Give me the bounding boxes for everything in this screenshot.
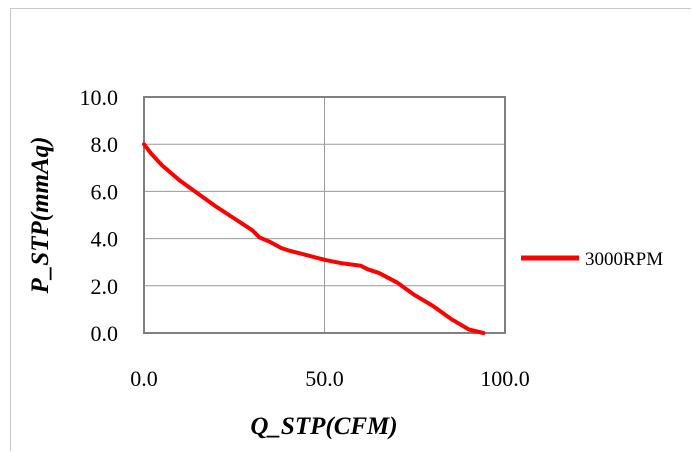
y-tick-label-0: 0.0	[91, 321, 119, 346]
y-axis-title: P_STP(mmAq)	[27, 137, 54, 295]
y-tick-label-4: 8.0	[91, 132, 119, 157]
plot-area	[143, 96, 506, 334]
y-tick-label-5: 10.0	[80, 85, 119, 110]
series-line-3000rpm	[142, 142, 486, 335]
chart-frame	[10, 8, 691, 451]
y-tick-label-2: 4.0	[91, 227, 119, 252]
x-tick-labels: 0.0 50.0 100.0	[130, 366, 530, 391]
y-tick-labels: 0.0 2.0 4.0 6.0 8.0 10.0	[80, 85, 119, 346]
x-tick-label-2: 100.0	[480, 366, 530, 391]
legend: 3000RPM	[521, 249, 663, 270]
grid-lines	[144, 97, 505, 333]
x-tick-label-0: 0.0	[130, 366, 158, 391]
x-tick-label-1: 50.0	[305, 366, 344, 391]
y-tick-label-1: 2.0	[91, 274, 119, 299]
y-tick-label-3: 6.0	[91, 179, 119, 204]
legend-label-3000rpm: 3000RPM	[585, 249, 663, 270]
x-axis-title: Q_STP(CFM)	[250, 413, 397, 440]
